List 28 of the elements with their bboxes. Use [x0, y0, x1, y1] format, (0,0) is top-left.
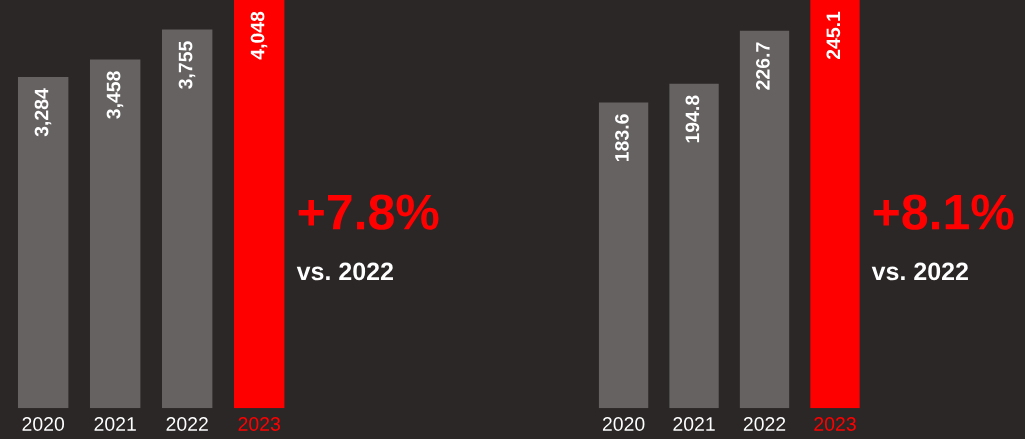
bar: [233, 0, 285, 409]
x-tick-label: 2020: [22, 417, 65, 431]
data-label: 3,458: [106, 71, 124, 119]
x-tick-label: 2021: [673, 417, 715, 431]
data-label: 3,284: [34, 88, 52, 137]
bar: [739, 30, 790, 409]
data-label: 3,755: [178, 41, 196, 89]
x-tick-label: 2023: [238, 417, 280, 431]
data-label: 183.6: [615, 114, 629, 161]
text: +8.1%: [873, 194, 1014, 230]
x-tick-label: 2023: [814, 417, 856, 431]
text: vs. 2022: [871, 262, 968, 281]
data-label: 194.8: [685, 95, 700, 143]
text: +7.8%: [298, 194, 439, 230]
data-label: 4,048: [250, 11, 268, 60]
x-tick-label: 2022: [743, 417, 786, 431]
data-label: 245.1: [826, 11, 841, 60]
x-tick-label: 2021: [94, 417, 136, 431]
data-label: 226.7: [755, 42, 770, 90]
bar: [669, 83, 719, 409]
bar: [17, 77, 69, 409]
bar: [161, 29, 213, 409]
x-tick-label: 2020: [602, 417, 645, 431]
x-tick-label: 2022: [166, 417, 208, 431]
bar: [598, 102, 649, 409]
bar: [810, 0, 860, 409]
text: vs. 2022: [296, 262, 393, 281]
bar: [89, 59, 141, 409]
